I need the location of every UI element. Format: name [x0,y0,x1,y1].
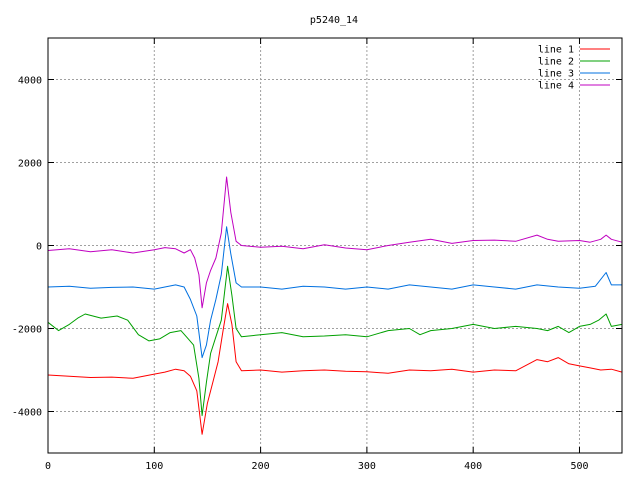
x-tick-label: 0 [45,461,51,472]
x-tick-label: 200 [252,461,270,472]
series-line-4 [47,176,623,309]
y-tick-label: 0 [36,242,42,253]
x-tick-label: 400 [464,461,482,472]
y-tick-label: 4000 [18,76,42,87]
plot-frame [47,37,623,454]
x-tick-label: 100 [145,461,163,472]
x-tick-label: 500 [570,461,588,472]
series-line-2 [47,265,623,417]
y-tick-label: -4000 [12,408,42,419]
legend-label-4: line 4 [538,81,574,92]
legend-label-1: line 1 [538,45,574,56]
legend-label-3: line 3 [538,69,574,80]
axes: 0 100 200 300 400 500 -4000 -2000 0 2000 4000 [12,38,622,472]
x-tick-label: 300 [358,461,376,472]
series-line-1 [47,303,623,435]
grid [48,38,622,453]
series-line-3 [47,226,622,359]
legend-label-2: line 2 [538,57,574,68]
chart-title: p5240_14 [310,15,358,26]
y-tick-label: 2000 [18,159,42,170]
y-tick-label: -2000 [12,325,42,336]
series-lines [47,176,623,435]
